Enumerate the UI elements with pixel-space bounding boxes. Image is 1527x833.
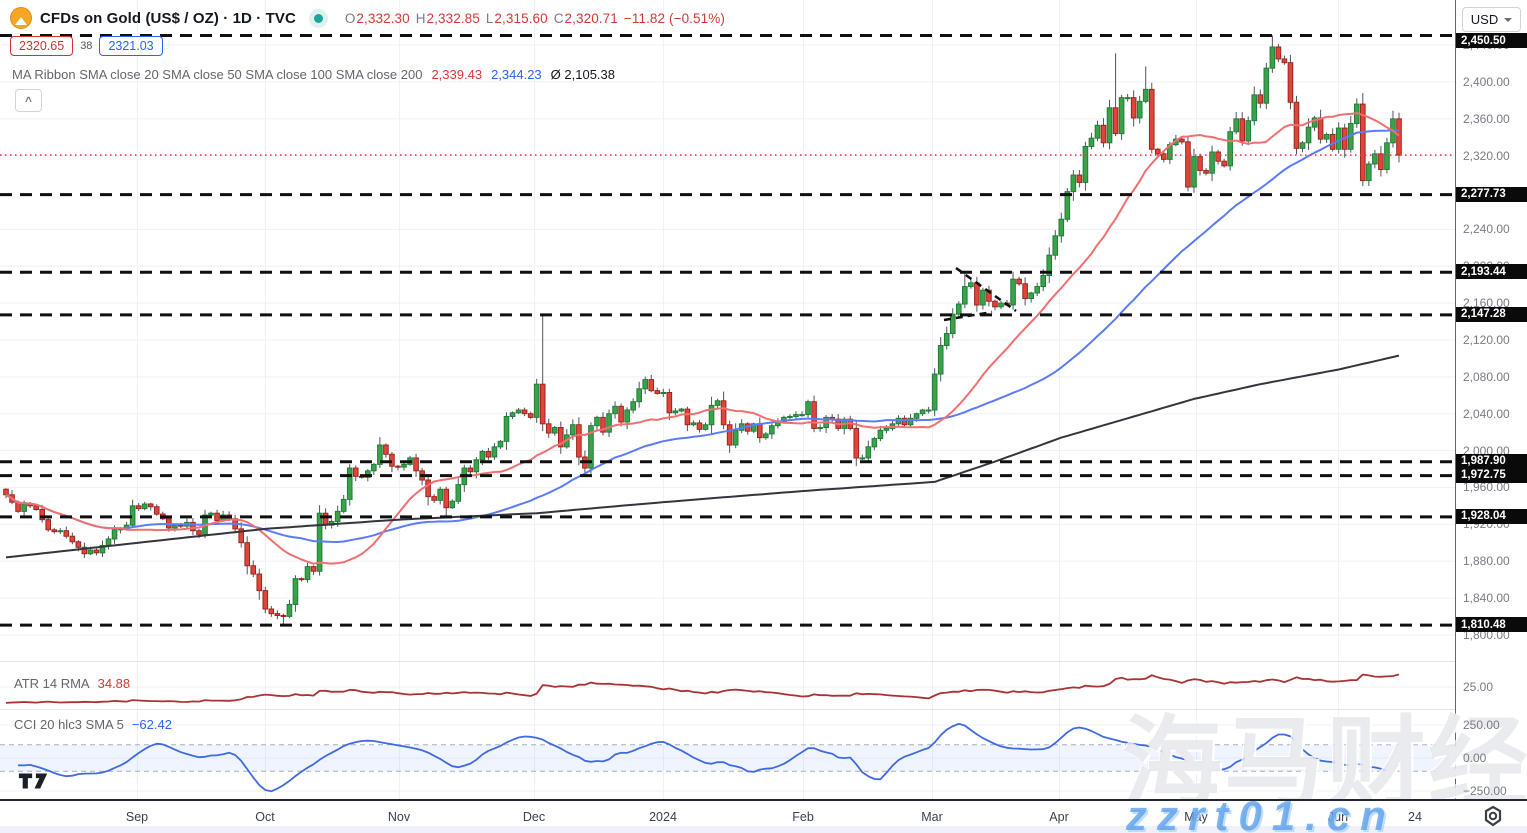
time-tick-label: 24 <box>1408 810 1422 824</box>
close-label: C <box>553 10 564 26</box>
gear-icon[interactable] <box>1481 804 1505 828</box>
low-label: L <box>485 10 494 26</box>
collapse-legend-button[interactable]: ^ <box>15 89 42 112</box>
ma-average-value: Ø 2,105.38 <box>550 66 615 82</box>
ma20-value: 2,339.43 <box>431 66 483 82</box>
close-value: 2,320.71 <box>564 10 618 26</box>
symbol-legend: CFDs on Gold (US$ / OZ) · 1D · TVC O 2,33… <box>10 6 725 30</box>
price-label-red[interactable]: 2320.65 <box>10 36 74 56</box>
pane-separator-cci[interactable] <box>0 709 1455 710</box>
time-tick-label: 2024 <box>649 810 677 824</box>
tradingview-logo[interactable] <box>17 771 51 791</box>
price-label-row: 2320.65 38 2321.03 <box>10 35 163 57</box>
time-tick-label: Dec <box>522 810 546 824</box>
time-axis-border <box>0 799 1527 801</box>
time-tick-label: Apr <box>1049 810 1069 824</box>
time-tick-label: Mar <box>921 810 943 824</box>
ma-ribbon-label: MA Ribbon SMA close 20 SMA close 50 SMA … <box>12 66 423 82</box>
cci-label: CCI 20 hlc3 SMA 5 <box>14 717 124 732</box>
time-tick-label: Sep <box>125 810 149 824</box>
atr-value: 34.88 <box>97 676 131 691</box>
symbol-title[interactable]: CFDs on Gold (US$ / OZ) · 1D · TVC <box>40 9 296 27</box>
open-label: O <box>344 10 356 26</box>
low-value: 2,315.60 <box>494 10 548 26</box>
bars-count: 38 <box>80 40 93 52</box>
atr-legend[interactable]: ATR 14 RMA 34.88 <box>14 676 130 691</box>
market-status-icon[interactable] <box>313 13 323 23</box>
atr-label: ATR 14 RMA <box>14 676 90 691</box>
time-tick-label: Oct <box>255 810 275 824</box>
ma-ribbon-legend[interactable]: MA Ribbon SMA close 20 SMA close 50 SMA … <box>12 65 615 83</box>
price-chart-canvas[interactable] <box>0 0 1455 800</box>
pane-separator-atr[interactable] <box>0 661 1455 662</box>
ma50-value: 2,344.23 <box>491 66 542 82</box>
cci-value: −62.42 <box>131 717 172 732</box>
high-value: 2,332.85 <box>426 10 480 26</box>
ohlc-values: O 2,332.30 H 2,332.85 L 2,315.60 C 2,320.71 … <box>345 11 725 26</box>
open-value: 2,332.30 <box>356 10 410 26</box>
bottom-edge <box>0 826 1527 833</box>
chevron-up-icon: ^ <box>24 93 32 108</box>
price-axis[interactable] <box>1455 0 1527 801</box>
high-label: H <box>415 10 426 26</box>
cci-legend[interactable]: CCI 20 hlc3 SMA 5 −62.42 <box>14 717 172 732</box>
time-tick-label: May <box>1184 810 1208 824</box>
change-value: −11.82 (−0.51%) <box>623 10 725 26</box>
currency-label: USD <box>1470 12 1499 27</box>
price-label-blue[interactable]: 2321.03 <box>99 36 163 56</box>
time-tick-label: Nov <box>387 810 411 824</box>
chevron-down-icon <box>1504 17 1513 22</box>
time-tick-label: Jun <box>1327 810 1349 824</box>
currency-selector[interactable]: USD <box>1462 7 1521 32</box>
time-tick-label: Feb <box>792 810 814 824</box>
gold-coin-icon <box>10 7 32 29</box>
